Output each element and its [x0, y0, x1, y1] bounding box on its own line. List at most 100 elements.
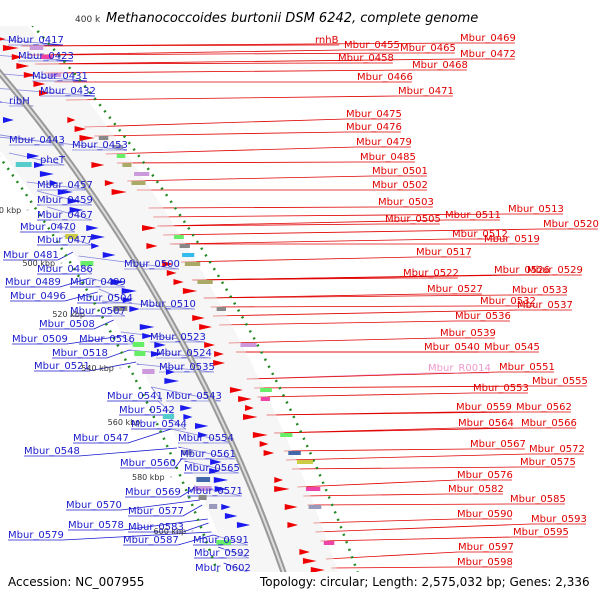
gene-label-left: Mbur_0499: [70, 277, 126, 288]
gene-arrow-reverse: [183, 414, 193, 420]
feature-block: [240, 343, 257, 347]
feature-block: [41, 55, 53, 59]
gene-label-right: Mbur_0582: [448, 484, 504, 495]
gene-label-right: Mbur_0533: [512, 285, 568, 296]
gene-label-left: Mbur_0518: [52, 348, 108, 359]
label-leader-line: [210, 305, 481, 308]
gene-arrow-forward: [16, 63, 30, 69]
gene-arrow-forward: [284, 504, 298, 510]
gene-label-left: Mbur_0489: [5, 277, 61, 288]
gene-arrow-forward: [245, 405, 254, 411]
label-leader-line: [34, 58, 461, 65]
label-leader-line: [192, 274, 528, 281]
gene-label-right: Mbur_0505: [385, 214, 441, 225]
gene-arrow-reverse: [86, 225, 99, 231]
feature-block: [49, 73, 62, 77]
gene-arrow-forward: [243, 414, 258, 420]
label-leader-line: [29, 52, 401, 56]
gene-label-left: Mbur_0524: [156, 348, 212, 359]
label-leader-line: [326, 551, 459, 560]
gene-label-right: Mbur_0501: [372, 166, 428, 177]
gene-label-left: Mbur_0507: [70, 306, 126, 317]
gene-label-left: Mbur_0542: [119, 405, 175, 416]
gene-label-right: Mbur_0564: [458, 418, 514, 429]
gene-label-left: Mbur_0504: [77, 293, 133, 304]
label-leader-line: [303, 493, 449, 497]
gene-label-right: Mbur_0522: [403, 268, 459, 279]
gene-arrow-reverse: [111, 279, 126, 285]
gene-label-right: Mbur_0458: [338, 53, 394, 64]
gene-label-right: Mbur_0520: [543, 219, 599, 230]
gene-label-right: Mbur_0576: [457, 470, 513, 481]
gene-arrow-reverse: [0, 101, 3, 103]
gene-arrow-reverse: [27, 153, 40, 159]
gene-label-right: Mbur_0485: [360, 152, 416, 163]
gene-label-left: Mbur_0578: [68, 520, 124, 531]
feature-block: [197, 280, 213, 284]
accession-text: Accession: NC_007955: [8, 575, 144, 589]
inner-dotted-track: [0, 155, 229, 600]
gene-arrow-reverse: [150, 351, 163, 357]
gene-arrow-forward: [229, 387, 243, 393]
label-leader-line: [88, 361, 137, 372]
backbone-track: [0, 0, 370, 600]
feature-block: [122, 163, 132, 167]
gene-label-left: Mbur_0583: [128, 522, 184, 533]
feature-block: [308, 505, 322, 509]
gene-arrow-forward: [274, 486, 290, 492]
gene-label-right: Mbur_0511: [445, 210, 501, 221]
label-leader-line: [64, 291, 98, 302]
gene-label-right: Mbur_0595: [513, 527, 569, 538]
gene-label-left: pheT: [40, 155, 66, 166]
feature-block: [142, 369, 155, 374]
gene-arrow-reverse: [102, 252, 116, 258]
feature-block: [260, 388, 272, 392]
gene-label-left: Mbur_0592: [194, 548, 250, 559]
scale-tick-label: 480 kbp: [0, 206, 21, 215]
gene-arrow-forward: [182, 288, 198, 294]
feature-block: [65, 234, 78, 239]
genome-backbone-highlight: [0, 71, 294, 600]
label-leader-line: [315, 523, 532, 533]
gene-label-left: Mbur_0577: [128, 506, 184, 517]
gene-arrow-reverse: [2, 117, 14, 123]
gene-arrow-forward: [0, 37, 6, 41]
feature-block: [184, 262, 201, 266]
gene-arrow-forward: [91, 162, 105, 168]
label-leader-line: [0, 88, 95, 97]
gene-arrow-reverse: [221, 504, 231, 510]
gene-label-left: Mbur_0587: [123, 535, 179, 546]
feature-block: [162, 414, 175, 419]
label-leader-line: [174, 457, 183, 469]
gene-label-left: Mbur_0591: [193, 535, 249, 546]
gene-label-left: Mbur_0459: [37, 195, 93, 206]
gene-label-left: Mbur_0541: [107, 391, 163, 402]
gene-label-right: Mbur_0475: [346, 109, 402, 120]
label-leader-line: [65, 95, 399, 101]
feature-tracks: [0, 37, 359, 591]
label-leader-line: [291, 466, 521, 470]
feature-block: [132, 342, 145, 347]
gene-label-right: Mbur_0567: [470, 439, 526, 450]
label-leader-line: [307, 503, 511, 506]
gene-label-left: Mbur_0477: [37, 235, 93, 246]
gene-label-left: Mbur_0508: [39, 319, 95, 330]
gene-label-right: Mbur_0553: [473, 383, 529, 394]
gene-label-left: Mbur_0496: [10, 291, 66, 302]
gene-label-left: Mbur_0470: [20, 222, 76, 233]
gene-label-right: Mbur_R0014: [428, 363, 491, 374]
gene-arrow-reverse: [91, 234, 105, 240]
title-background: [0, 0, 600, 26]
feature-block: [280, 433, 293, 437]
label-leader-line: [246, 371, 500, 380]
gene-label-right: Mbur_0471: [398, 86, 454, 97]
label-leader-line: [257, 392, 474, 398]
scale-tick-label: 520 kbp: [52, 310, 85, 319]
gene-arrow-forward: [238, 396, 252, 402]
gene-arrow-reverse: [180, 405, 193, 411]
gene-label-right: Mbur_0555: [532, 376, 588, 387]
feature-block: [15, 162, 32, 167]
gene-label-left: Mbur_0547: [73, 433, 129, 444]
